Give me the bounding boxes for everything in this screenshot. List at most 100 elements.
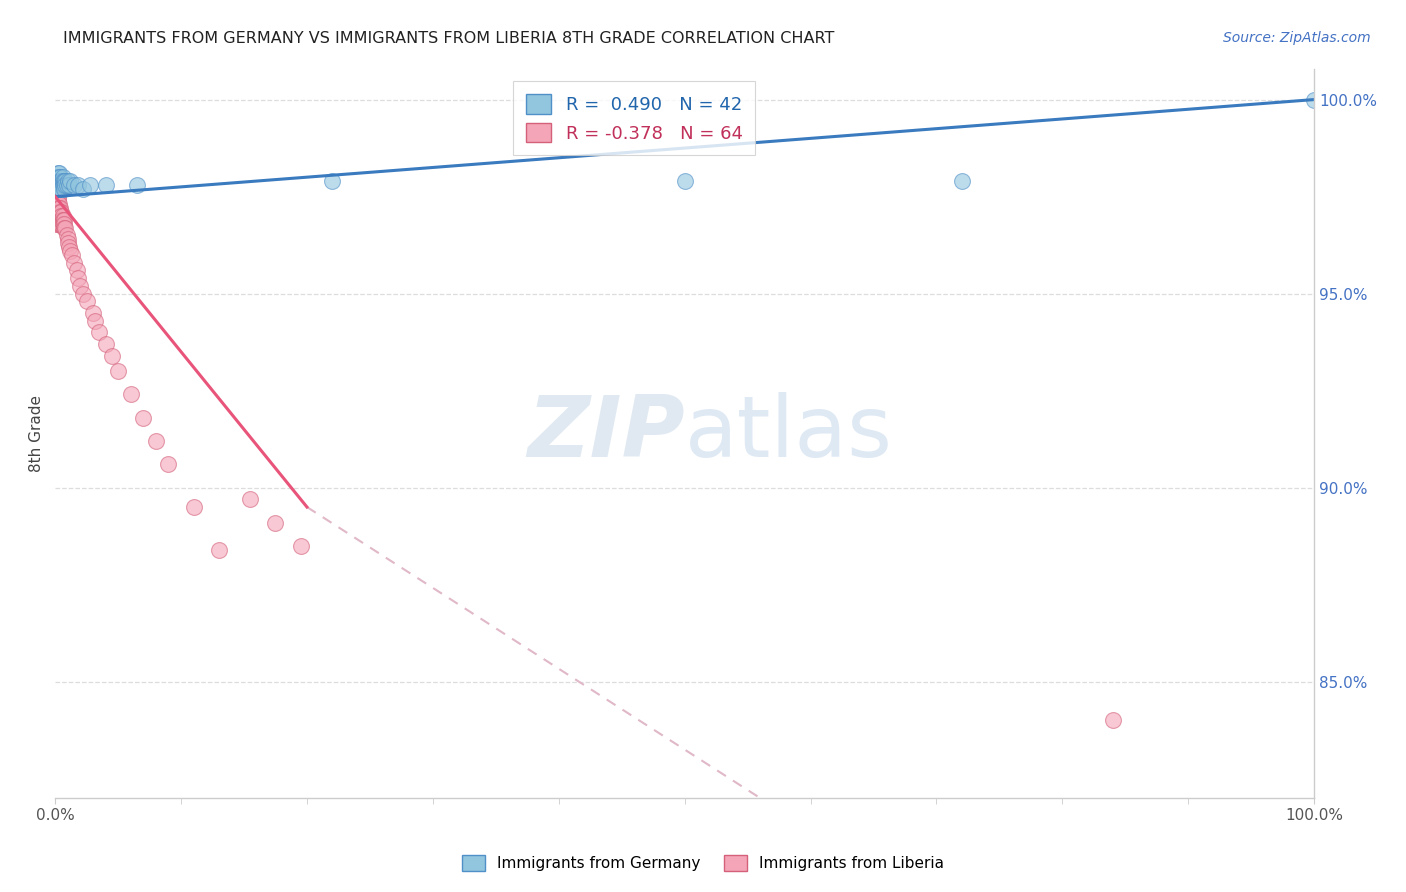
Point (76, 294, 98, 309)
Point (89, 326, 111, 340)
Point (45, 174, 67, 188)
Point (239, 492, 262, 507)
Point (65, 263, 87, 277)
Point (46, 166, 69, 180)
Point (52, 170, 75, 185)
Point (72, 182, 94, 196)
Point (52, 174, 75, 188)
Point (46, 194, 69, 208)
Point (51, 205, 73, 219)
Point (145, 434, 167, 448)
Point (63, 178, 86, 192)
Legend: R =  0.490   N = 42, R = -0.378   N = 64: R = 0.490 N = 42, R = -0.378 N = 64 (513, 81, 755, 155)
Point (51, 217, 73, 231)
Point (52, 212, 75, 227)
Point (53, 217, 76, 231)
Point (45, 178, 67, 192)
Point (46, 178, 69, 192)
Point (107, 364, 129, 378)
Point (45, 170, 67, 185)
Point (49, 212, 72, 227)
Point (46, 182, 69, 196)
Point (49, 182, 72, 196)
Point (49, 170, 72, 185)
Point (46, 201, 69, 215)
Point (53, 178, 76, 192)
Point (52, 178, 75, 192)
Point (46, 170, 69, 185)
Point (46, 212, 69, 227)
Point (51, 182, 73, 196)
Y-axis label: 8th Grade: 8th Grade (30, 395, 44, 472)
Point (49, 174, 72, 188)
Point (46, 217, 69, 231)
Point (63, 255, 86, 269)
Point (48, 170, 70, 185)
Point (58, 178, 80, 192)
Point (45, 212, 67, 227)
Point (45, 197, 67, 211)
Point (94, 337, 117, 351)
Point (55, 228, 77, 243)
Point (53, 220, 76, 235)
Point (125, 178, 148, 192)
Point (132, 410, 155, 425)
Point (45, 205, 67, 219)
Point (45, 217, 67, 231)
Point (673, 174, 696, 188)
Point (45, 189, 67, 203)
Point (53, 178, 76, 192)
Point (55, 178, 77, 192)
Text: IMMIGRANTS FROM GERMANY VS IMMIGRANTS FROM LIBERIA 8TH GRADE CORRELATION CHART: IMMIGRANTS FROM GERMANY VS IMMIGRANTS FR… (63, 31, 835, 46)
Point (45, 201, 67, 215)
Point (49, 209, 72, 223)
Text: Source: ZipAtlas.com: Source: ZipAtlas.com (1223, 31, 1371, 45)
Point (120, 387, 142, 401)
Point (56, 232, 79, 246)
Point (48, 212, 70, 227)
Point (94, 178, 117, 192)
Point (321, 174, 343, 188)
Point (49, 205, 72, 219)
Point (48, 205, 70, 219)
Point (950, 174, 973, 188)
Point (48, 182, 70, 196)
Point (72, 286, 94, 301)
Point (53, 220, 76, 235)
Point (58, 240, 80, 254)
Point (53, 212, 76, 227)
Text: atlas: atlas (685, 392, 893, 475)
Point (46, 189, 69, 203)
Point (45, 194, 67, 208)
Point (183, 500, 205, 514)
Point (56, 236, 79, 251)
Point (51, 178, 73, 192)
Text: ZIP: ZIP (527, 392, 685, 475)
Point (59, 174, 82, 188)
Point (66, 178, 89, 192)
Point (51, 212, 73, 227)
Point (157, 458, 180, 472)
Point (52, 209, 75, 223)
Point (53, 182, 76, 196)
Point (48, 209, 70, 223)
Point (49, 217, 72, 231)
Point (45, 209, 67, 223)
Point (48, 201, 70, 215)
Point (53, 174, 76, 188)
Point (48, 174, 70, 188)
Point (52, 217, 75, 231)
Point (290, 539, 312, 553)
Point (49, 178, 72, 192)
Point (46, 174, 69, 188)
Point (49, 201, 72, 215)
Point (48, 166, 70, 180)
Point (56, 174, 79, 188)
Point (1303, 93, 1326, 107)
Point (66, 271, 89, 285)
Point (208, 542, 231, 557)
Point (46, 205, 69, 219)
Point (1101, 714, 1123, 728)
Point (48, 197, 70, 211)
Point (69, 278, 91, 293)
